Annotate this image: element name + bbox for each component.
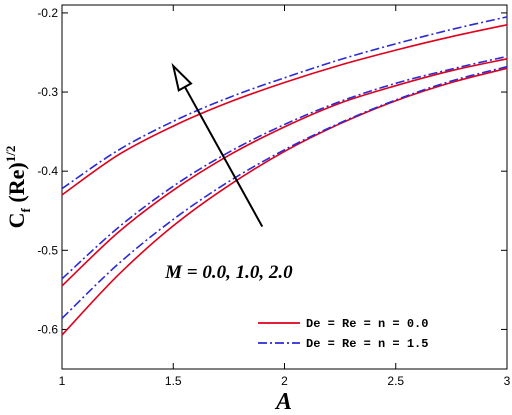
series-line-3 — [61, 55, 508, 280]
legend: De = Re = n = 0.0 De = Re = n = 1.5 — [258, 317, 428, 351]
series-line-0 — [61, 67, 508, 336]
annotation-arrow-shaft — [184, 86, 264, 228]
y-tick-label-3: -0.3 — [37, 85, 58, 99]
legend-label-1: De = Re = n = 1.5 — [306, 337, 428, 351]
y-tick-label-2: -0.4 — [37, 164, 58, 178]
y-tick-label-4: -0.2 — [37, 6, 58, 20]
y-axis-title-sub: f — [18, 207, 33, 212]
svg-text:Cf (Re)1/2: Cf (Re)1/2 — [3, 146, 33, 229]
x-axis-title: A — [274, 389, 292, 415]
annotation-arrow-head — [171, 62, 193, 92]
y-axis-title-mid: (Re) — [4, 162, 29, 208]
series-line-1 — [61, 65, 508, 319]
series-line-2 — [61, 58, 508, 287]
x-tick-label-3: 2.5 — [387, 374, 404, 388]
x-tick-label-4: 3 — [504, 374, 511, 388]
y-axis-title: Cf (Re)1/2 — [3, 146, 33, 229]
annotations: M = 0.0, 1.0, 2.0 — [164, 62, 293, 283]
x-tick-label-1: 1.5 — [165, 374, 182, 388]
y-axis-title-sup: 1/2 — [3, 146, 18, 163]
y-axis-title-base: C — [4, 212, 29, 228]
series-line-5 — [61, 16, 508, 190]
axis-ticks: 1 1.5 2 2.5 3 -0.6 -0.5 -0.4 -0.3 -0.2 — [37, 5, 511, 388]
y-tick-label-0: -0.6 — [37, 322, 58, 336]
series-lines — [61, 16, 508, 336]
series-line-4 — [61, 24, 508, 196]
x-tick-label-2: 2 — [281, 374, 288, 388]
annotation-text-0: M = 0.0, 1.0, 2.0 — [164, 262, 293, 283]
y-tick-label-1: -0.5 — [37, 243, 58, 257]
x-tick-label-0: 1 — [59, 374, 66, 388]
plot-frame — [61, 4, 508, 370]
legend-label-0: De = Re = n = 0.0 — [306, 317, 428, 331]
